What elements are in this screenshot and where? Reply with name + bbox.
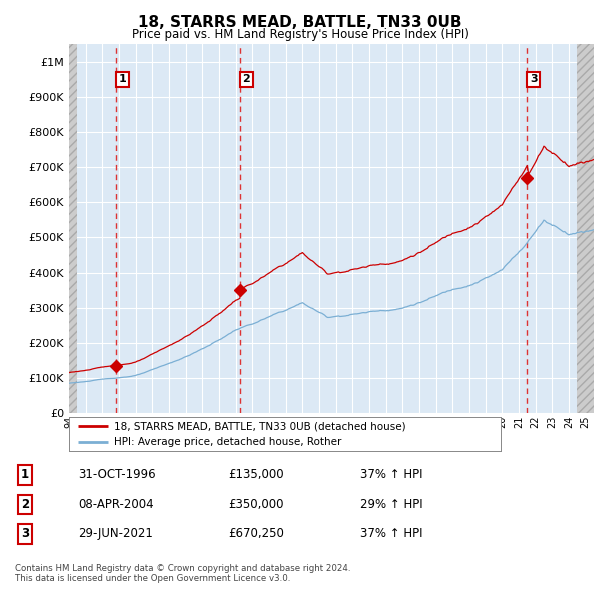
Text: Contains HM Land Registry data © Crown copyright and database right 2024.
This d: Contains HM Land Registry data © Crown c… — [15, 563, 350, 583]
Text: 31-OCT-1996: 31-OCT-1996 — [78, 468, 155, 481]
Text: 3: 3 — [530, 74, 538, 84]
Text: 08-APR-2004: 08-APR-2004 — [78, 498, 154, 511]
Text: 29-JUN-2021: 29-JUN-2021 — [78, 527, 153, 540]
Text: 18, STARRS MEAD, BATTLE, TN33 0UB: 18, STARRS MEAD, BATTLE, TN33 0UB — [138, 15, 462, 30]
Text: 18, STARRS MEAD, BATTLE, TN33 0UB (detached house): 18, STARRS MEAD, BATTLE, TN33 0UB (detac… — [115, 421, 406, 431]
Text: £350,000: £350,000 — [228, 498, 284, 511]
Text: 2: 2 — [21, 498, 29, 511]
Text: Price paid vs. HM Land Registry's House Price Index (HPI): Price paid vs. HM Land Registry's House … — [131, 28, 469, 41]
Text: 37% ↑ HPI: 37% ↑ HPI — [360, 468, 422, 481]
Text: £670,250: £670,250 — [228, 527, 284, 540]
Text: HPI: Average price, detached house, Rother: HPI: Average price, detached house, Roth… — [115, 437, 342, 447]
Text: £135,000: £135,000 — [228, 468, 284, 481]
Text: 1: 1 — [119, 74, 127, 84]
Text: 1: 1 — [21, 468, 29, 481]
Text: 3: 3 — [21, 527, 29, 540]
Text: 2: 2 — [242, 74, 250, 84]
Bar — [69, 44, 77, 413]
Text: 37% ↑ HPI: 37% ↑ HPI — [360, 527, 422, 540]
Text: 29% ↑ HPI: 29% ↑ HPI — [360, 498, 422, 511]
Bar — [577, 44, 600, 413]
